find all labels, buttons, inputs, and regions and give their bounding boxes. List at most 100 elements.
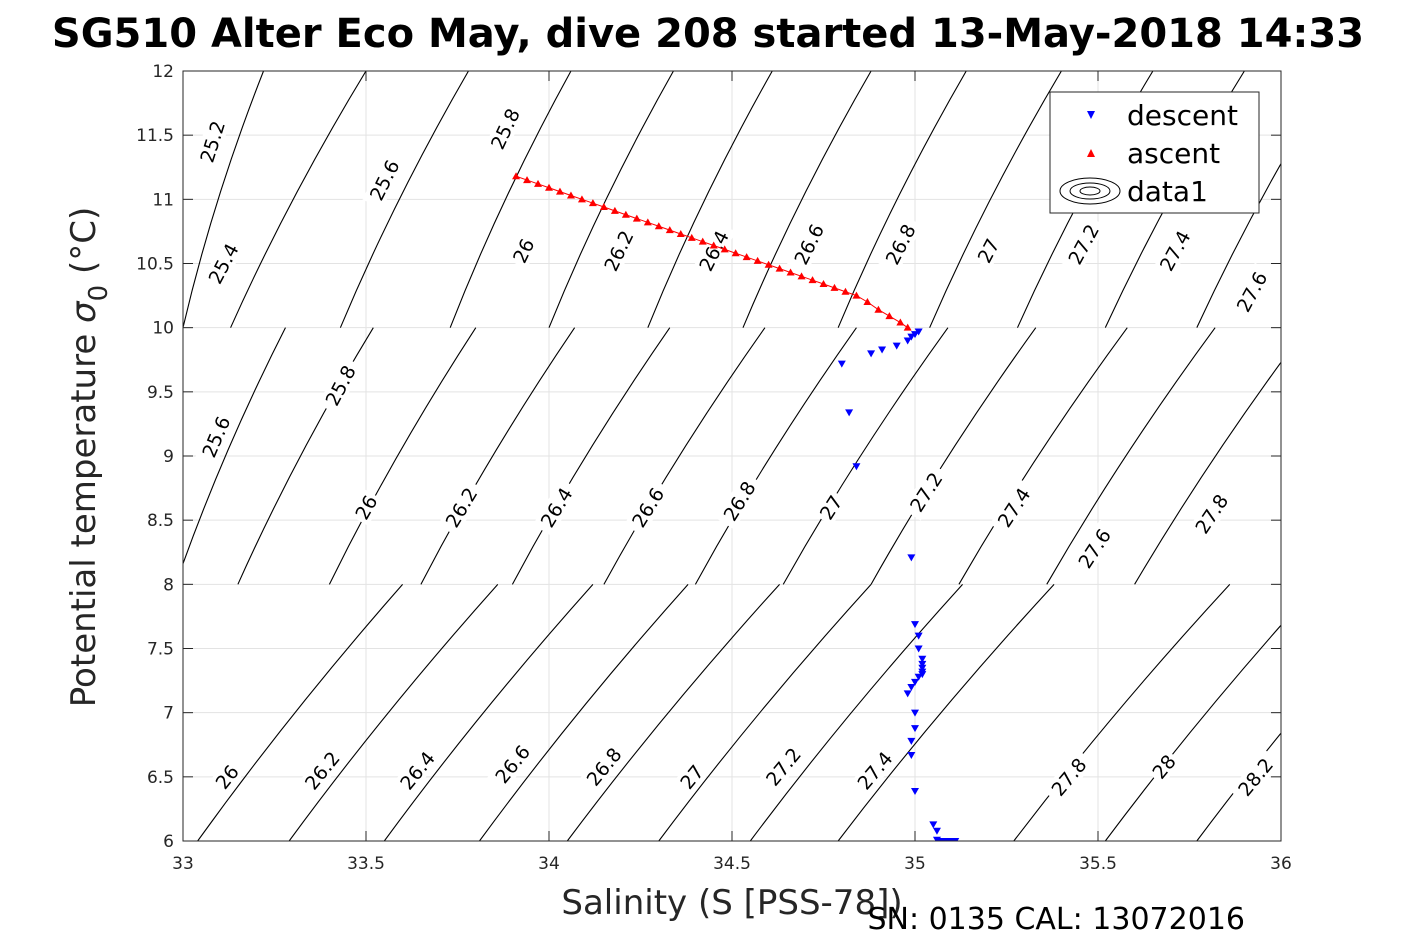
descent-point [837, 360, 846, 368]
contour-label-bg [1152, 221, 1198, 280]
y-tick-label: 9.5 [147, 383, 174, 403]
ascent-point [577, 195, 586, 203]
contour-label-bg [391, 742, 443, 799]
isopycnal-line [420, 327, 576, 585]
isopycnal-line [749, 583, 963, 841]
contour-label-bg [578, 738, 630, 795]
contour-label-bg [1060, 215, 1106, 274]
contour-label-bg [193, 112, 231, 171]
legend[interactable]: descent ascent data1 [1049, 91, 1260, 214]
isopycnal-line [603, 327, 766, 585]
contour-label-bg [483, 99, 527, 158]
ascent-point [588, 199, 597, 207]
y-axis-label-symbol: σ [64, 300, 104, 323]
descent-point [907, 684, 916, 691]
isopycnal-line [837, 583, 1055, 841]
isopycnal-line [449, 71, 572, 328]
contour-label-bg [195, 407, 237, 466]
contour-label-bg [691, 221, 736, 280]
y-tick-label: 6 [163, 832, 174, 852]
ascent-point [555, 187, 564, 195]
ascent-point [720, 245, 729, 253]
ascent-point [665, 226, 674, 234]
isopycnal-line [1046, 327, 1216, 585]
ascent-point [753, 256, 762, 264]
contour-label-bg [715, 472, 763, 530]
contour-label-bg [1042, 749, 1095, 805]
y-tick-label: 8.5 [147, 511, 174, 531]
contour-label-bg [624, 478, 672, 537]
ascent-point [797, 272, 806, 280]
y-tick-label: 10 [152, 319, 174, 339]
isopycnal-line [658, 583, 872, 841]
contour-label-bg [971, 232, 1005, 270]
ascent-point [566, 191, 575, 199]
contour-label-bg [1187, 485, 1236, 543]
ascent-point [852, 291, 861, 299]
x-tick-label: 33 [172, 854, 194, 874]
isopycnal-line [1288, 71, 1417, 328]
contour-label-bg [1229, 262, 1275, 321]
y-tick-label: 10.5 [136, 255, 174, 275]
series-descent [837, 328, 960, 841]
legend-ascent-label: ascent [1127, 137, 1220, 170]
legend-data1-label: data1 [1127, 175, 1208, 208]
series-ascent [512, 172, 912, 331]
x-axis-ticks: 33 33.5 34 34.5 35 35.5 36 [172, 71, 1292, 874]
descent-point [903, 337, 912, 345]
contour-label-bg [437, 478, 485, 537]
isopycnal-line [1134, 361, 1281, 585]
contour-label-bg [902, 463, 950, 521]
contour-label-bg [362, 151, 407, 210]
descent-point [903, 690, 912, 698]
contour-label-bg [989, 478, 1038, 536]
contour-label-bg [349, 488, 383, 526]
isopycnal-line [339, 71, 469, 328]
ascent-point [534, 179, 543, 187]
contour-label-bg [596, 221, 641, 280]
contour-label-bg [200, 234, 246, 293]
descent-point [878, 346, 887, 354]
y-tick-label: 11 [152, 190, 174, 210]
x-tick-label: 34 [538, 854, 560, 874]
y-tick-label: 9 [163, 447, 174, 467]
legend-descent-marker [1087, 111, 1095, 119]
contour-label-bg [1070, 519, 1119, 578]
descent-point [911, 678, 919, 686]
descent-point [907, 752, 916, 760]
isopycnal-line [694, 327, 857, 585]
isopycnal-line [328, 327, 477, 585]
ascent-point [742, 253, 751, 261]
ascent-point [643, 218, 652, 226]
descent-point [918, 664, 927, 672]
contour-label-bg [757, 738, 809, 795]
footer-calibration: SN: 0135 CAL: 13072016 [867, 902, 1245, 937]
isopycnal-line [742, 71, 872, 328]
descent-point [845, 409, 854, 417]
descent-point [867, 350, 876, 358]
contour-label-bg [848, 742, 901, 799]
ascent-point [687, 233, 696, 241]
ascent-point [874, 305, 883, 313]
y-axis-label-main: Potential temperature [64, 323, 104, 707]
isopycnal-line [958, 327, 1128, 585]
descent-point [911, 787, 919, 795]
density-contours [183, 71, 1417, 841]
y-tick-label: 7.5 [147, 640, 174, 660]
isopycnal-line [1013, 583, 1231, 841]
isopycnal-line [566, 583, 780, 841]
y-axis-label-unit: (°C) [64, 207, 104, 285]
descent-point [914, 645, 923, 653]
isopycnal-line [1104, 624, 1281, 841]
ascent-point [709, 241, 718, 249]
contour-label-bg [878, 215, 923, 274]
ascent-point [698, 237, 707, 245]
descent-point [918, 671, 927, 679]
descent-point [907, 737, 916, 745]
contour-label-bg [486, 736, 538, 792]
y-axis-ticks: 6 6.5 7 7.5 8 8.5 9 9.5 10 10.5 11 11.5 12 [136, 62, 1281, 852]
ascent-point [841, 287, 850, 295]
y-tick-label: 12 [152, 62, 174, 82]
isopycnal-line [929, 71, 1062, 328]
